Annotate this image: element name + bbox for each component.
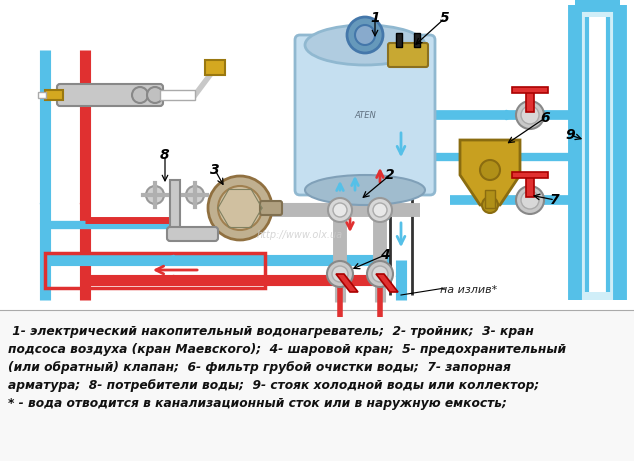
Text: 3: 3 [210, 163, 220, 177]
Bar [160, 90, 195, 100]
Circle shape [146, 186, 164, 204]
FancyBboxPatch shape [388, 43, 428, 67]
Circle shape [373, 203, 387, 217]
Circle shape [328, 198, 352, 222]
Text: 2: 2 [385, 168, 395, 182]
Text: 7: 7 [550, 193, 560, 207]
Text: 1- электрический накопительный водонагреватель;  2- тройник;  3- кран: 1- электрический накопительный водонагре… [8, 325, 534, 338]
Polygon shape [460, 140, 520, 205]
FancyBboxPatch shape [260, 201, 282, 215]
Bar [414, 33, 420, 47]
Circle shape [218, 186, 262, 230]
Circle shape [521, 106, 539, 124]
Circle shape [372, 266, 388, 282]
Ellipse shape [305, 175, 425, 205]
Text: http://www.olx.ua: http://www.olx.ua [257, 230, 343, 240]
Ellipse shape [305, 25, 425, 65]
Bar [587, 17, 608, 292]
Text: 6: 6 [540, 111, 550, 125]
Text: 9: 9 [565, 128, 575, 142]
FancyBboxPatch shape [167, 227, 218, 241]
Bar [205, 60, 225, 75]
Circle shape [480, 160, 500, 180]
Bar [38, 92, 46, 98]
Circle shape [327, 261, 353, 287]
Text: подсоса воздуха (кран Маевского);  4- шаровой кран;  5- предохранительный: подсоса воздуха (кран Маевского); 4- шар… [8, 343, 566, 356]
Text: ATEN: ATEN [354, 111, 376, 119]
Bar [512, 87, 548, 93]
Text: 8: 8 [160, 148, 170, 162]
Bar [485, 190, 495, 208]
Circle shape [186, 186, 204, 204]
Circle shape [208, 176, 272, 240]
Text: арматура;  8- потребители воды;  9- стояк холодной воды или коллектор;: арматура; 8- потребители воды; 9- стояк … [8, 379, 540, 392]
Text: 1: 1 [370, 11, 380, 25]
Circle shape [355, 25, 375, 45]
FancyBboxPatch shape [57, 84, 163, 106]
Circle shape [132, 87, 148, 103]
Polygon shape [376, 274, 398, 292]
Circle shape [147, 87, 163, 103]
Text: (или обратный) клапан;  6- фильтр грубой очистки воды;  7- запорная: (или обратный) клапан; 6- фильтр грубой … [8, 361, 511, 374]
Bar [170, 180, 180, 235]
Text: на излив*: на излив* [440, 285, 497, 295]
Circle shape [521, 191, 539, 209]
FancyBboxPatch shape [295, 35, 435, 195]
Bar [512, 172, 548, 178]
Bar [526, 90, 534, 112]
Bar [45, 90, 63, 100]
Circle shape [332, 266, 348, 282]
Bar [580, 10, 615, 300]
Bar [396, 33, 402, 47]
Text: 5: 5 [440, 11, 450, 25]
Circle shape [482, 197, 498, 213]
Text: * - вода отводится в канализационный сток или в наружную емкость;: * - вода отводится в канализационный сто… [8, 397, 507, 410]
Bar [45, 253, 265, 288]
Polygon shape [336, 274, 358, 292]
Circle shape [368, 198, 392, 222]
Circle shape [347, 17, 383, 53]
Circle shape [367, 261, 393, 287]
Bar [0, 0, 634, 310]
Bar [391, 75, 412, 295]
Circle shape [516, 186, 544, 214]
Bar [526, 175, 534, 197]
Circle shape [516, 101, 544, 129]
Text: 4: 4 [380, 248, 390, 262]
Circle shape [333, 203, 347, 217]
